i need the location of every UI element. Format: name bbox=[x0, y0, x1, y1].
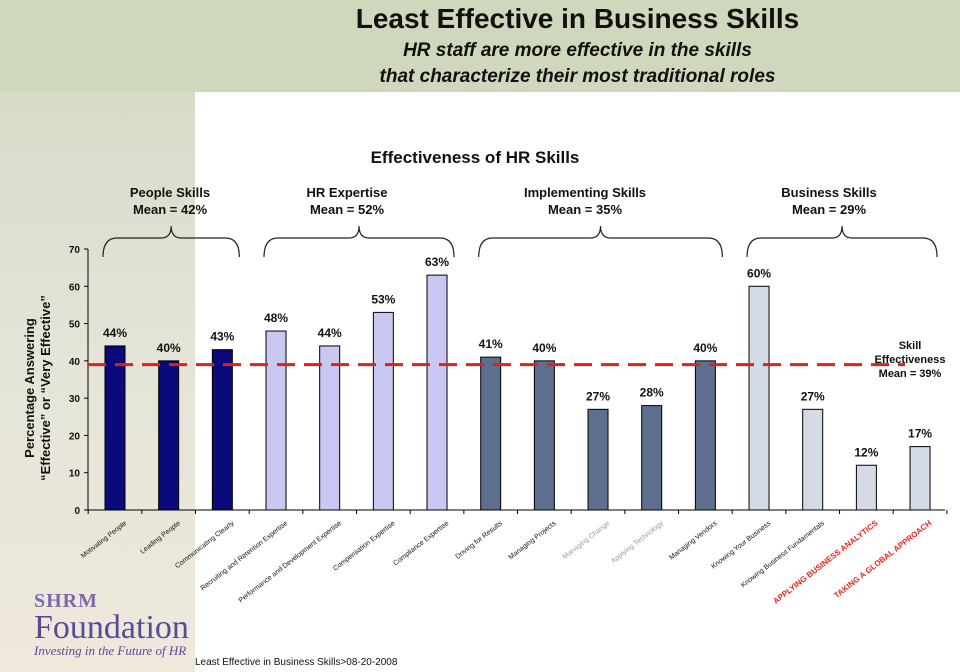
chart-title: Effectiveness of HR Skills bbox=[370, 148, 580, 167]
group-brace bbox=[746, 225, 938, 258]
bar-value-label: 44% bbox=[318, 326, 342, 340]
bar-value-label: 48% bbox=[264, 311, 288, 325]
bar bbox=[211, 349, 233, 511]
bar-value-label: 63% bbox=[425, 255, 449, 269]
group-label-implementing-skills: Implementing Skills Mean = 35% bbox=[495, 184, 675, 218]
bar bbox=[319, 345, 341, 511]
footer-text: Least Effective in Business Skills>08-20… bbox=[195, 657, 398, 668]
bar bbox=[533, 360, 555, 511]
group-mean: Mean = 52% bbox=[309, 202, 385, 217]
bar-value-label: 40% bbox=[532, 341, 556, 355]
mean-line-label: Skill Effectiveness Mean = 39% bbox=[855, 339, 960, 381]
slide-subtitle-line2: that characterize their most traditional… bbox=[379, 66, 776, 87]
bar-value-label: 27% bbox=[586, 389, 610, 403]
group-brace bbox=[102, 225, 240, 258]
x-tick-label: Recruiting and Retention Expertise bbox=[200, 520, 290, 592]
x-tick-label: Driving for Results bbox=[455, 520, 505, 561]
header-banner bbox=[0, 0, 960, 92]
bar-value-label: 12% bbox=[854, 445, 878, 459]
logo-shrm-text: SHRM bbox=[34, 590, 98, 612]
x-tick-label: TAKING A GLOBAL APPROACH bbox=[832, 518, 933, 600]
bar-value-label: 40% bbox=[693, 341, 717, 355]
bar-value-label: 43% bbox=[210, 330, 234, 344]
x-tick-label: Motivating People bbox=[80, 520, 128, 560]
group-brace bbox=[263, 225, 455, 258]
group-name: HR Expertise bbox=[306, 185, 388, 200]
x-tick-label: APPLYING BUSINESS ANALYTICS bbox=[771, 518, 880, 606]
x-tick-label: Applying Technology bbox=[610, 520, 665, 565]
x-tick-label: Managing Projects bbox=[508, 520, 558, 562]
group-label-hr-expertise: HR Expertise Mean = 52% bbox=[277, 184, 417, 218]
y-tick-label: 30 bbox=[69, 394, 81, 405]
x-tick-label: Performance and Development Expertise bbox=[238, 520, 343, 604]
y-axis-label: Percentage Answering “Effective” or “Ver… bbox=[22, 268, 54, 508]
bar bbox=[265, 330, 287, 511]
group-brace bbox=[478, 225, 723, 258]
group-name: People Skills bbox=[129, 185, 211, 200]
y-axis-label-line1: Percentage Answering bbox=[22, 318, 37, 458]
bar bbox=[104, 345, 126, 511]
y-axis-label-line2: “Effective” or “Very Effective” bbox=[38, 295, 53, 481]
logo-foundation-text: Foundation bbox=[34, 609, 189, 646]
x-tick-label: Managing Vendors bbox=[668, 520, 719, 562]
bar bbox=[694, 360, 716, 511]
group-label-people-skills: People Skills Mean = 42% bbox=[110, 184, 230, 218]
bar-value-label: 40% bbox=[157, 341, 181, 355]
group-name: Business Skills bbox=[781, 185, 877, 200]
x-tick-label: Communicating Clearly bbox=[174, 520, 236, 570]
y-tick-label: 60 bbox=[69, 282, 81, 293]
group-mean: Mean = 42% bbox=[132, 202, 208, 217]
group-mean: Mean = 35% bbox=[547, 202, 623, 217]
x-tick-label: Knowing Your Business bbox=[710, 520, 772, 571]
x-tick-label: Compensation Expertise bbox=[332, 520, 396, 573]
x-tick-label: Managing Change bbox=[562, 520, 611, 561]
bar bbox=[641, 405, 663, 511]
mean-line-label-line2: Effectiveness bbox=[874, 354, 946, 366]
y-tick-label: 70 bbox=[69, 245, 81, 256]
group-name: Implementing Skills bbox=[523, 185, 647, 200]
slide-subtitle-line1: HR staff are more effective in the skill… bbox=[403, 40, 752, 61]
y-tick-label: 0 bbox=[74, 506, 80, 517]
bar-value-label: 17% bbox=[908, 427, 932, 441]
shrm-foundation-logo: SHRM Foundation Investing in the Future … bbox=[34, 590, 189, 659]
x-tick-label: Knowing Business Fundamentals bbox=[740, 520, 826, 590]
bar bbox=[855, 464, 877, 511]
group-mean: Mean = 29% bbox=[791, 202, 867, 217]
bar-value-label: 28% bbox=[640, 386, 664, 400]
y-tick-label: 10 bbox=[69, 469, 81, 480]
logo-tagline: Investing in the Future of HR bbox=[34, 643, 187, 658]
x-tick-label: Compliance Expertise bbox=[392, 520, 450, 567]
bar-value-label: 60% bbox=[747, 266, 771, 280]
bar-value-label: 44% bbox=[103, 326, 127, 340]
mean-line-label-line3: Mean = 39% bbox=[878, 368, 942, 380]
bar bbox=[748, 285, 770, 511]
bar bbox=[587, 408, 609, 511]
bar bbox=[909, 446, 931, 511]
bar bbox=[372, 311, 394, 511]
group-label-business-skills: Business Skills Mean = 29% bbox=[759, 184, 899, 218]
bar bbox=[802, 408, 824, 511]
bar bbox=[426, 274, 448, 511]
bar bbox=[480, 356, 502, 511]
mean-line-label-line1: Skill bbox=[898, 340, 922, 352]
y-tick-label: 20 bbox=[69, 431, 81, 442]
bar bbox=[158, 360, 180, 511]
x-tick-label: Leading People bbox=[139, 520, 182, 556]
bar-value-label: 53% bbox=[371, 292, 395, 306]
y-tick-label: 40 bbox=[69, 357, 81, 368]
slide-title: Least Effective in Business Skills bbox=[355, 3, 800, 34]
bar-value-label: 41% bbox=[479, 337, 503, 351]
bar-value-label: 27% bbox=[801, 389, 825, 403]
y-tick-label: 50 bbox=[69, 320, 81, 331]
